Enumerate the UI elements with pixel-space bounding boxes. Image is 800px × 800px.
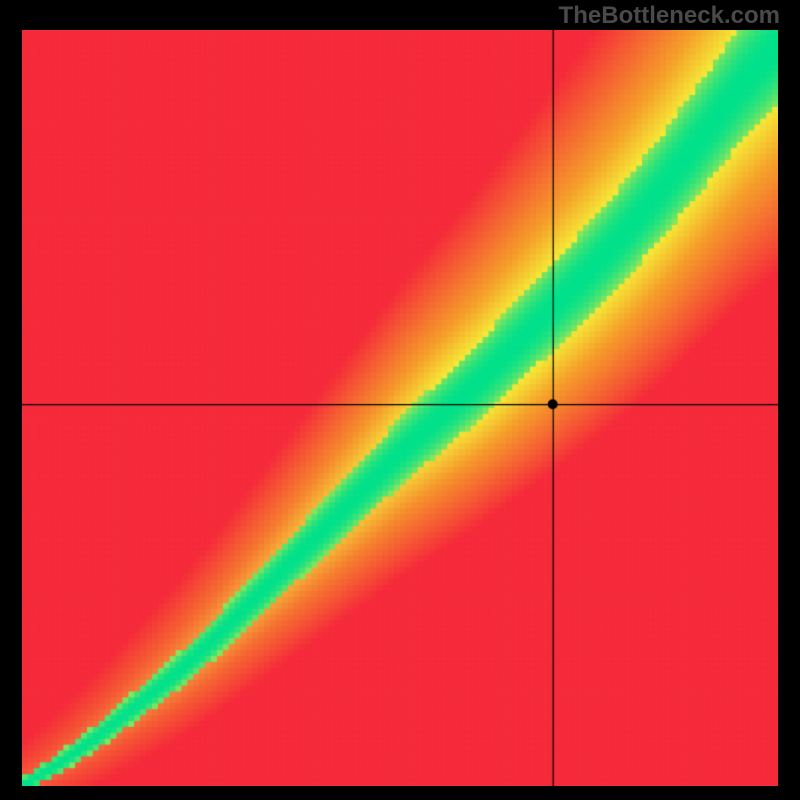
bottleneck-heatmap <box>22 30 778 786</box>
chart-container: TheBottleneck.com <box>0 0 800 800</box>
watermark-text: TheBottleneck.com <box>559 2 780 30</box>
